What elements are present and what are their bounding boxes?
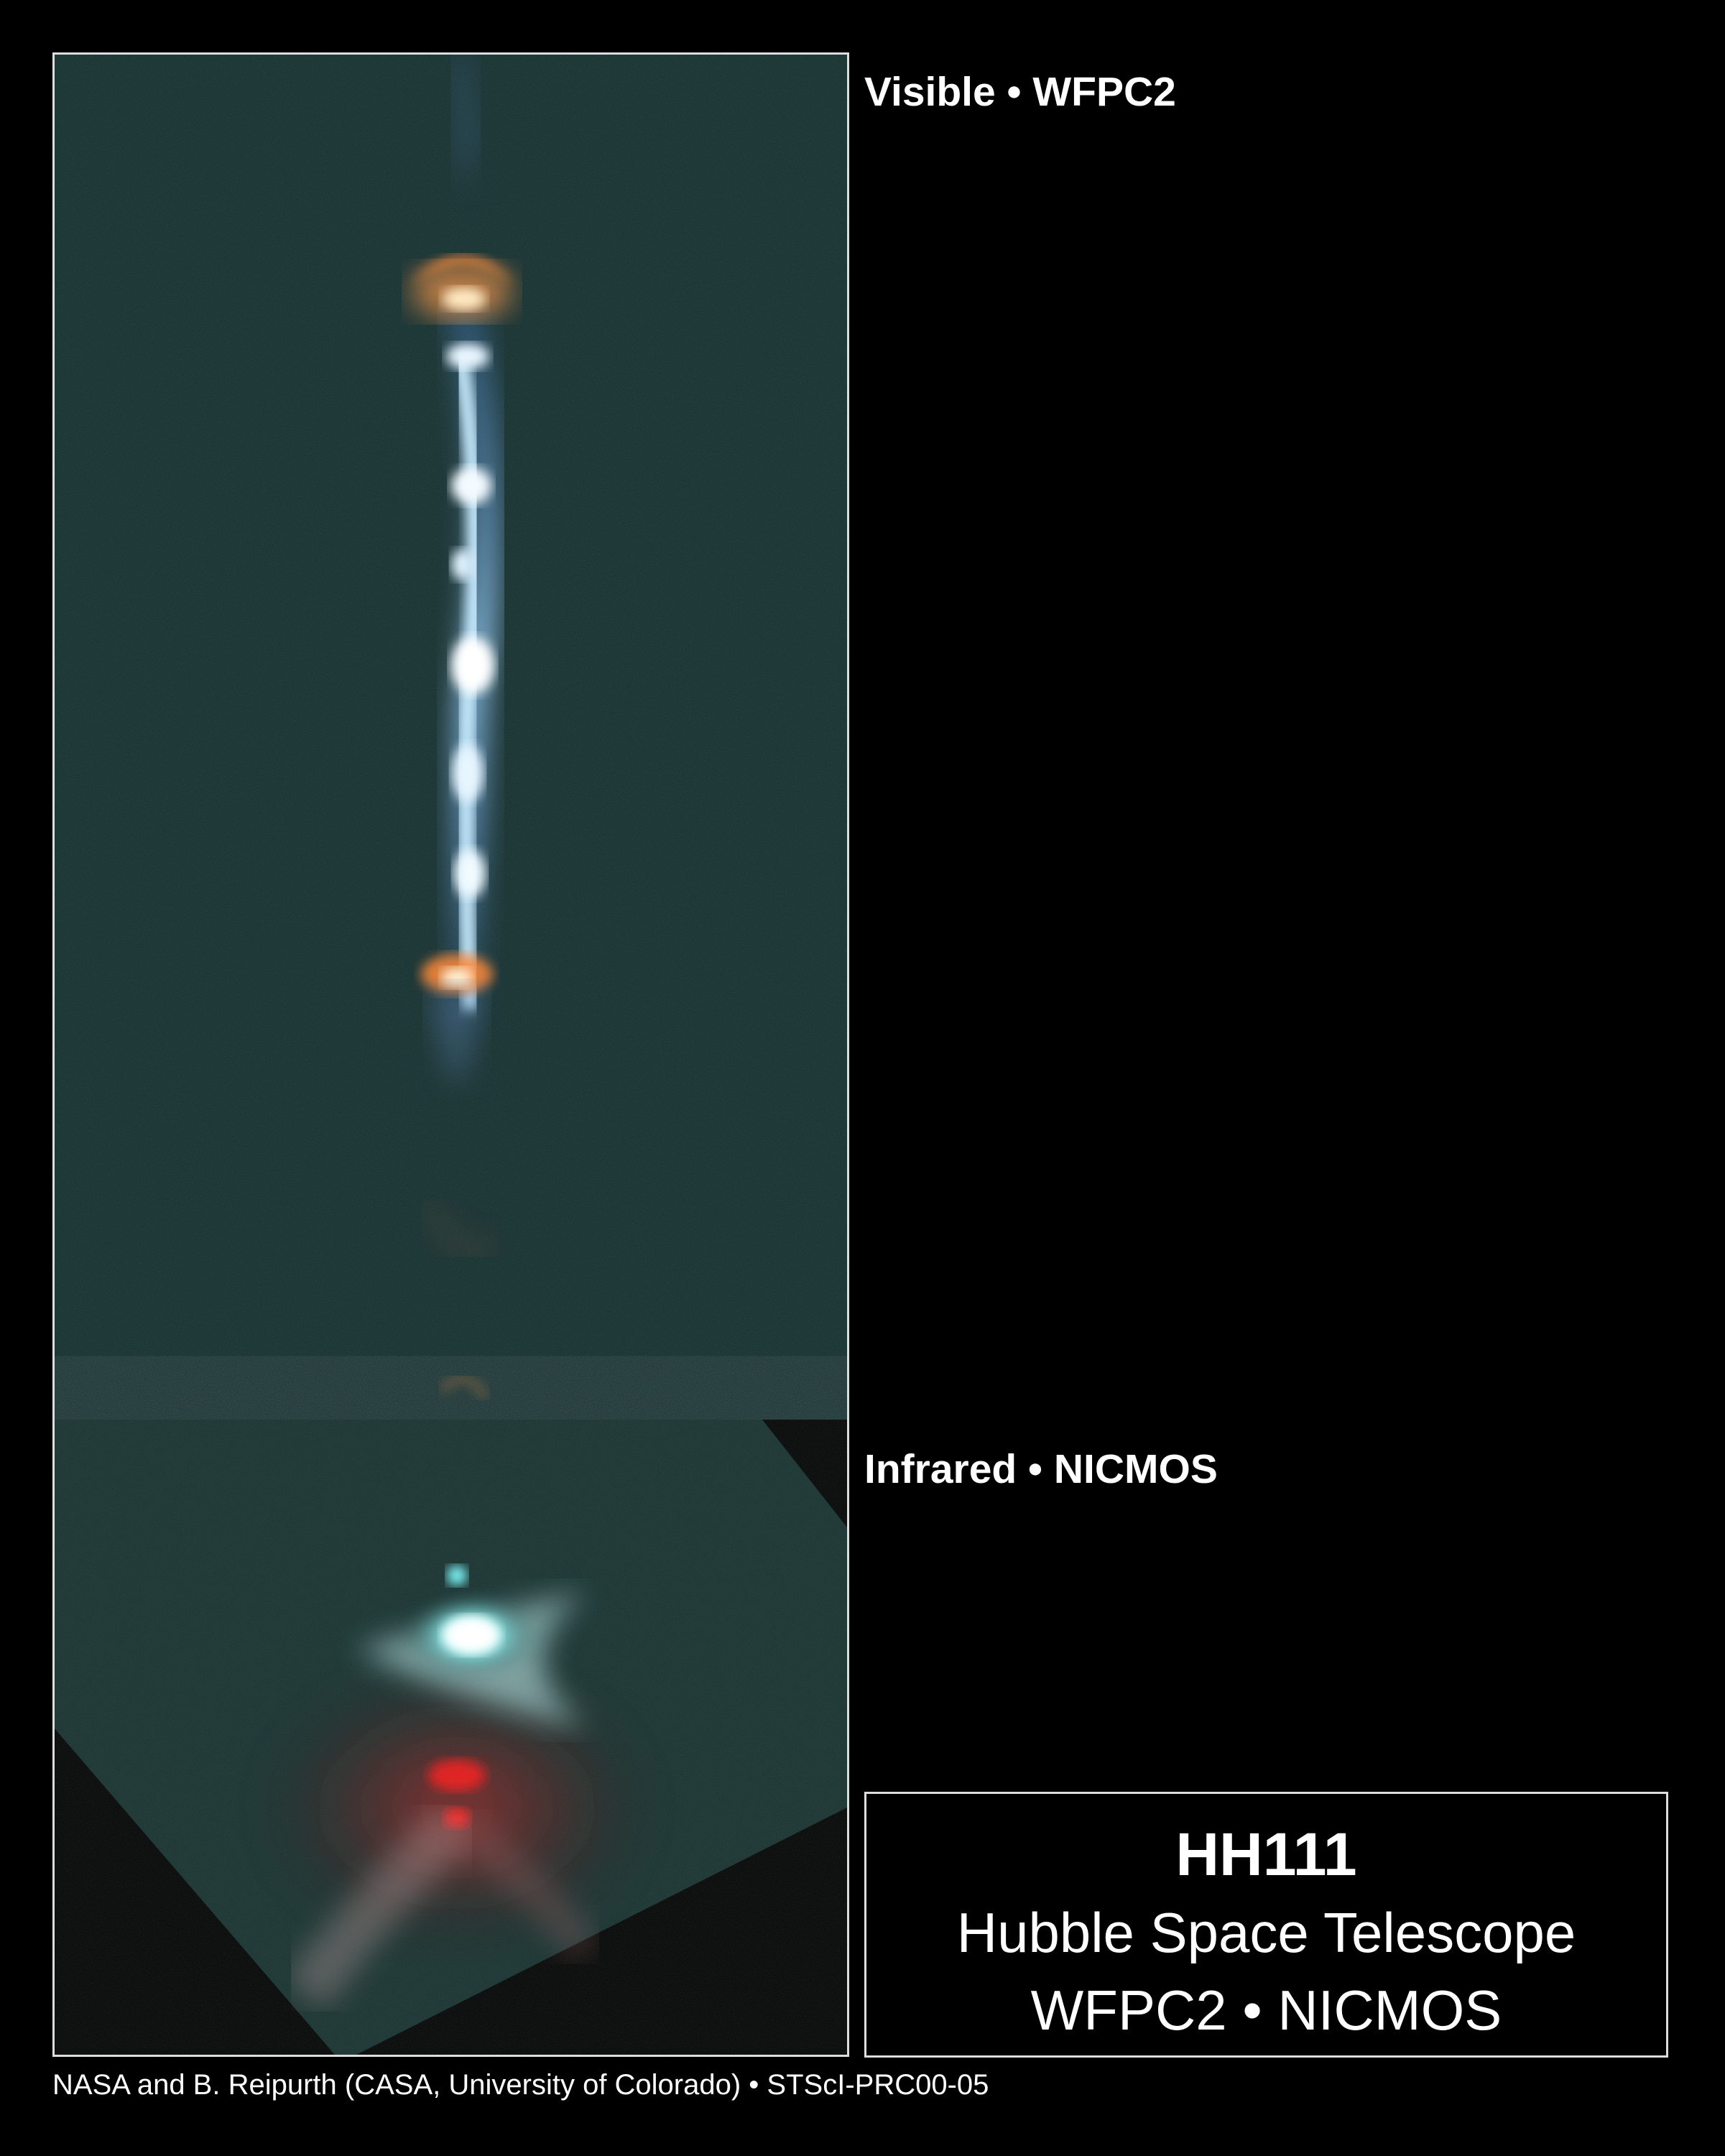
- image-frame: [52, 52, 849, 2057]
- object-title: HH111: [1175, 1820, 1357, 1888]
- upper-bow-shock-core: [443, 287, 486, 310]
- infrared-jet-knot: [447, 1565, 467, 1586]
- faint-lower-arc: [440, 1374, 489, 1400]
- infrared-panel-label: Infrared • NICMOS: [864, 1446, 1218, 1492]
- jet-knot: [446, 343, 489, 369]
- infrared-panel: [55, 1420, 847, 2055]
- visible-panel-label: Visible • WFPC2: [864, 69, 1176, 115]
- instrument-names: WFPC2 • NICMOS: [1030, 1979, 1502, 2042]
- visible-panel: [55, 55, 847, 1420]
- info-box: HH111 Hubble Space Telescope WFPC2 • NIC…: [864, 1792, 1668, 2058]
- faint-upper-jet: [453, 55, 478, 198]
- infrared-outflow-lobe: [445, 1808, 601, 1963]
- jet-knot: [452, 744, 484, 802]
- lower-jet-trail: [428, 989, 486, 1089]
- infrared-central-core: [443, 1616, 500, 1654]
- telescope-name: Hubble Space Telescope: [956, 1901, 1576, 1964]
- infrared-outflow-lobe: [285, 1804, 475, 2009]
- hh111-composite-image: [55, 55, 847, 2055]
- image-credit: NASA and B. Reipurth (CASA, University o…: [52, 2069, 989, 2101]
- jet-knot: [451, 549, 474, 580]
- lower-bow-shock-core: [441, 968, 473, 988]
- jet-knot: [451, 467, 491, 504]
- jet-knot: [451, 637, 494, 694]
- jet-knot: [454, 849, 486, 898]
- main-jet-core: [453, 355, 484, 1011]
- faint-lower-shock: [422, 1200, 499, 1259]
- upper-bow-shock: [410, 256, 514, 284]
